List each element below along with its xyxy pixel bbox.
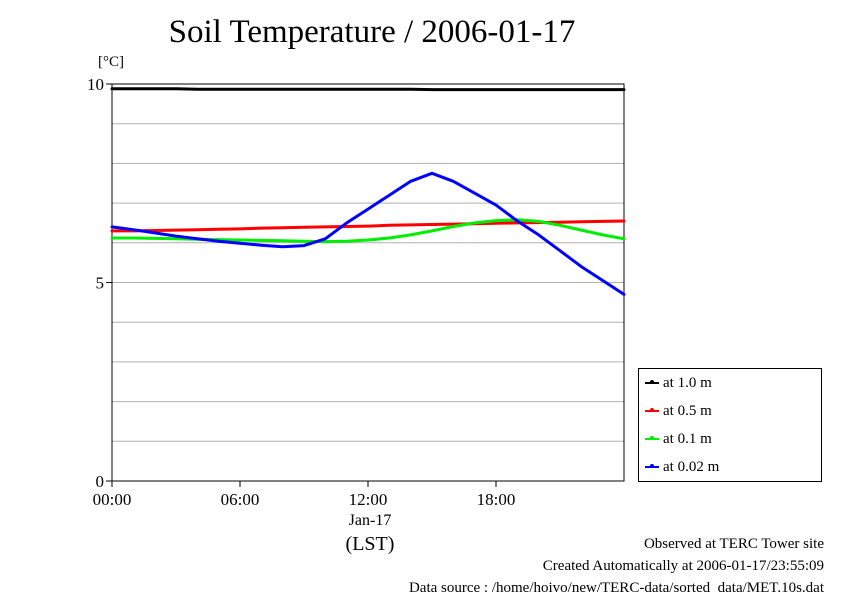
legend-item-0-5m: at 0.5 m (645, 401, 712, 421)
chart-title: Soil Temperature / 2006-01-17 (168, 14, 576, 50)
legend-label-0-1m: at 0.1 m (663, 430, 712, 447)
footer-source: Data source : /home/hoivo/new/TERC-data/… (408, 580, 824, 596)
footer-observed: Observed at TERC Tower site (643, 536, 824, 552)
x-axis-date-label: Jan-17 (348, 512, 392, 529)
legend-swatch-1m (645, 380, 659, 384)
x-tick-label: 00:00 (93, 490, 132, 509)
legend-swatch-0-5m (645, 408, 659, 412)
legend-item-0-1m: at 0.1 m (645, 429, 712, 449)
footer-created: Created Automatically at 2006-01-17/23:5… (542, 558, 824, 574)
x-tick-label: 06:00 (221, 490, 260, 509)
x-tick-label: 12:00 (349, 490, 388, 509)
x-axis-unit-label: (LST) (345, 533, 395, 555)
series-line-3 (110, 171, 626, 296)
series-line-0 (110, 87, 626, 92)
legend: at 1.0 m at 0.5 m at 0.1 m at 0.02 m (638, 368, 822, 482)
y-tick-label: 0 (96, 472, 105, 491)
legend-label-0-02m: at 0.02 m (663, 458, 720, 475)
legend-label-1m: at 1.0 m (663, 374, 712, 391)
legend-swatch-0-1m (645, 436, 659, 440)
y-axis-unit: [°C] (98, 54, 124, 70)
legend-label-0-5m: at 0.5 m (663, 402, 712, 419)
legend-swatch-0-02m (645, 464, 659, 468)
y-tick-label: 10 (87, 75, 104, 94)
legend-item-1m: at 1.0 m (645, 373, 712, 393)
legend-item-0-02m: at 0.02 m (645, 457, 719, 477)
x-tick-label: 18:00 (477, 490, 516, 509)
y-tick-label: 5 (96, 274, 105, 293)
